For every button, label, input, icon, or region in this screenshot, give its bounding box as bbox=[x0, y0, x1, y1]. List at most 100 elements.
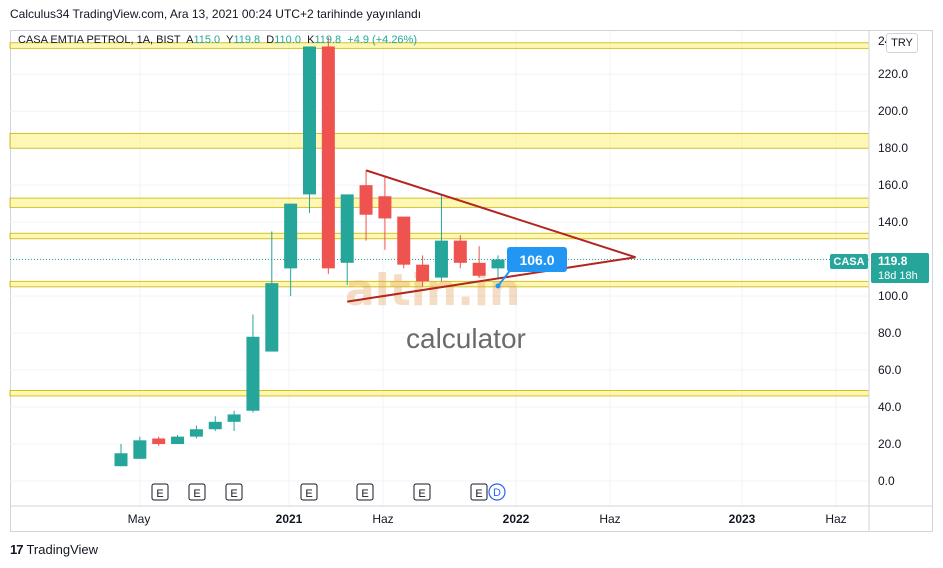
horizontal-zone[interactable] bbox=[9, 197, 870, 208]
watermark-logo: altin.in bbox=[345, 265, 520, 316]
earnings-marker[interactable]: E bbox=[300, 483, 318, 501]
candle-body bbox=[378, 196, 392, 219]
candle[interactable] bbox=[246, 314, 260, 413]
horizontal-zone[interactable] bbox=[9, 132, 870, 149]
y-tick-label: 20.0 bbox=[878, 437, 902, 451]
low-label: D bbox=[266, 34, 275, 46]
earnings-marker-box bbox=[356, 483, 374, 501]
candle[interactable] bbox=[397, 216, 411, 269]
candle[interactable] bbox=[227, 410, 241, 432]
candle-body bbox=[189, 429, 203, 437]
candle-body bbox=[227, 414, 241, 422]
dividend-marker-circle bbox=[488, 483, 506, 501]
earnings-marker-label: E bbox=[361, 488, 368, 500]
candle[interactable] bbox=[321, 37, 335, 274]
candle[interactable] bbox=[359, 170, 373, 241]
candle-body bbox=[321, 46, 335, 269]
callout-anchor bbox=[495, 283, 501, 289]
price-tag-countdown: 18d 18h bbox=[878, 270, 918, 282]
candle[interactable] bbox=[152, 436, 166, 446]
earnings-marker[interactable]: E bbox=[470, 483, 488, 501]
earnings-marker-label: E bbox=[230, 488, 237, 500]
x-tick-label: 2023 bbox=[729, 512, 756, 526]
y-tick-label: 160.0 bbox=[878, 178, 908, 192]
candle[interactable] bbox=[340, 194, 354, 286]
low-value: 110.0 bbox=[274, 34, 301, 46]
ticker-tag-label: CASA bbox=[833, 256, 864, 268]
candle[interactable] bbox=[265, 231, 279, 352]
candle[interactable] bbox=[453, 235, 467, 269]
publish-header: Calculus34 TradingView.com, Ara 13, 2021… bbox=[10, 7, 422, 21]
candle[interactable] bbox=[208, 416, 222, 432]
earnings-marker-box bbox=[300, 483, 318, 501]
candle-body bbox=[472, 262, 486, 276]
candle-body bbox=[303, 46, 316, 195]
symbol-name: CASA EMTIA PETROL, 1A, BIST bbox=[18, 34, 181, 46]
trendline[interactable] bbox=[365, 169, 636, 259]
candle-body bbox=[114, 453, 128, 467]
x-tick-label: 2022 bbox=[503, 512, 530, 526]
close-label: K bbox=[307, 34, 315, 46]
footer-brand: 17 TradingView bbox=[10, 542, 98, 557]
price-callout[interactable]: 106.0 bbox=[495, 247, 568, 289]
watermark-text: calculator bbox=[406, 323, 526, 354]
horizontal-zone[interactable] bbox=[9, 232, 870, 240]
earnings-marker-box bbox=[470, 483, 488, 501]
x-tick-label: Haz bbox=[599, 512, 620, 526]
y-tick-label: 40.0 bbox=[878, 400, 902, 414]
candle-body bbox=[491, 259, 505, 269]
candle[interactable] bbox=[416, 255, 430, 287]
earnings-marker-label: E bbox=[156, 488, 163, 500]
candle-body bbox=[453, 240, 467, 263]
y-tick-label: 140.0 bbox=[878, 215, 908, 229]
earnings-marker-box bbox=[151, 483, 169, 501]
price-tag: CASA 119.8 18d 18h bbox=[830, 253, 929, 283]
trendline[interactable] bbox=[347, 256, 636, 303]
x-tick-label: May bbox=[128, 512, 151, 526]
y-tick-label: 200.0 bbox=[878, 104, 908, 118]
candle[interactable] bbox=[378, 175, 392, 250]
candle[interactable] bbox=[284, 203, 298, 297]
x-tick-label: 2021 bbox=[276, 512, 303, 526]
currency-button[interactable]: TRY bbox=[886, 33, 918, 53]
dividend-marker[interactable]: D bbox=[488, 483, 506, 501]
symbol-legend: CASA EMTIA PETROL, 1A, BIST A115.0 Y119.… bbox=[18, 34, 417, 46]
candle[interactable] bbox=[133, 436, 147, 459]
earnings-marker-label: E bbox=[193, 488, 200, 500]
y-tick-label: 60.0 bbox=[878, 363, 902, 377]
earnings-marker[interactable]: E bbox=[188, 483, 206, 501]
y-tick-label: 100.0 bbox=[878, 289, 908, 303]
candle-body bbox=[265, 283, 279, 352]
high-value: 119.8 bbox=[233, 34, 261, 46]
open-value: 115.0 bbox=[193, 34, 221, 46]
footer-brand-text: TradingView bbox=[26, 542, 99, 557]
candle[interactable] bbox=[434, 194, 448, 282]
horizontal-zone[interactable] bbox=[9, 389, 870, 397]
change-value: +4.9 (+4.26%) bbox=[347, 34, 417, 46]
earnings-marker-label: E bbox=[418, 488, 425, 500]
candle-body bbox=[152, 438, 166, 445]
earnings-marker-label: E bbox=[305, 488, 312, 500]
candle[interactable] bbox=[472, 246, 486, 278]
candle[interactable] bbox=[171, 434, 185, 445]
earnings-marker[interactable]: E bbox=[225, 483, 243, 501]
candle-body bbox=[208, 421, 222, 430]
dividend-marker-label: D bbox=[493, 487, 501, 499]
candle[interactable] bbox=[303, 46, 316, 213]
watermark: altin.in bbox=[345, 265, 520, 316]
candle[interactable] bbox=[491, 255, 505, 278]
candle[interactable] bbox=[114, 444, 128, 467]
candle-body bbox=[416, 264, 430, 282]
candle-body bbox=[133, 440, 147, 459]
earnings-marker[interactable]: E bbox=[413, 483, 431, 501]
earnings-marker-label: E bbox=[475, 488, 482, 500]
earnings-marker[interactable]: E bbox=[356, 483, 374, 501]
y-tick-label: 0.0 bbox=[878, 474, 895, 488]
high-label: Y bbox=[226, 34, 234, 46]
earnings-marker[interactable]: E bbox=[151, 483, 169, 501]
y-tick-label: 220.0 bbox=[878, 67, 908, 81]
candle[interactable] bbox=[189, 425, 203, 439]
callout-box bbox=[507, 247, 567, 272]
earnings-marker-box bbox=[413, 483, 431, 501]
